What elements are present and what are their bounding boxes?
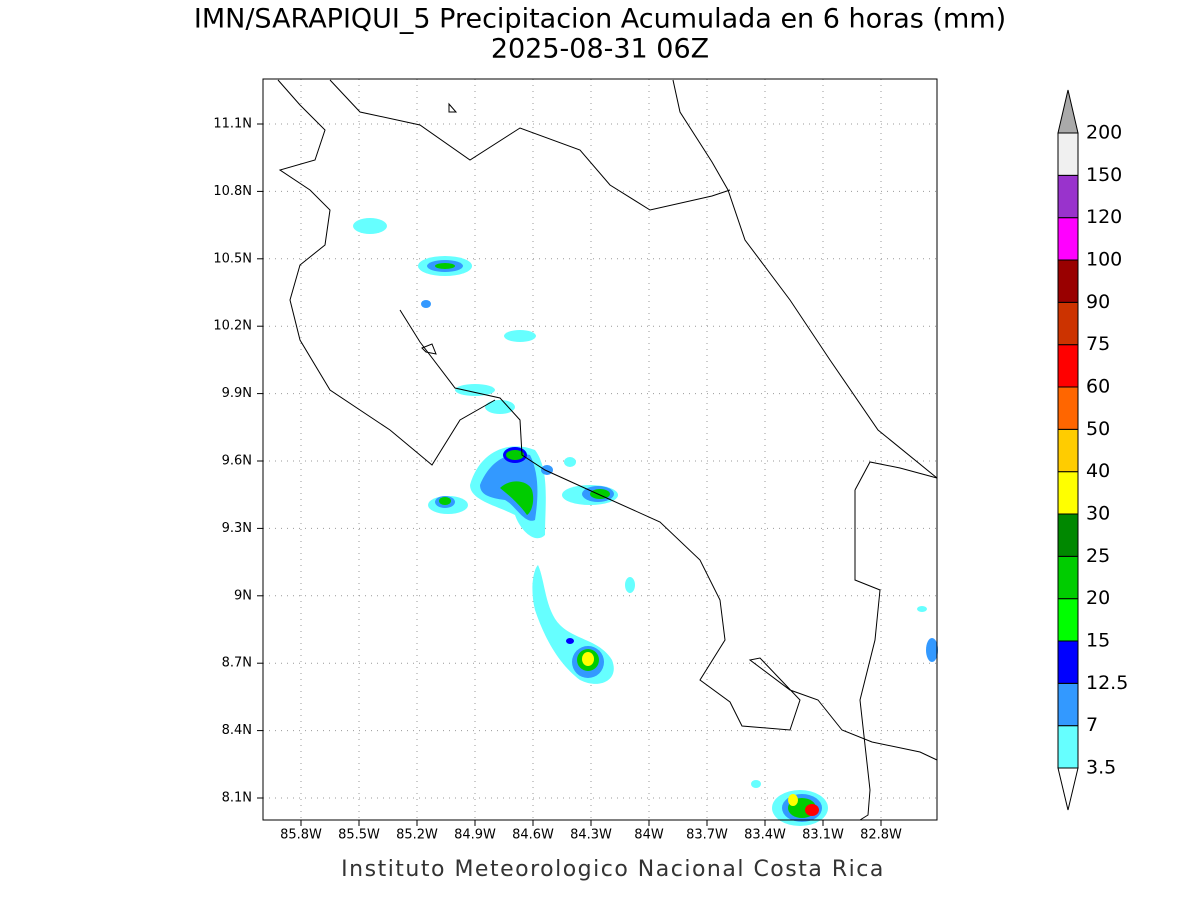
colorbar-label: 90 [1086, 291, 1110, 313]
colorbar-segment [1057, 513, 1079, 557]
colorbar-label: 20 [1086, 587, 1110, 609]
map-frame [262, 78, 938, 821]
y-tick-label: 8.4N [222, 723, 252, 738]
colorbar-bottom [1057, 767, 1079, 811]
x-tick-label: 85.2W [396, 828, 438, 843]
subtitle: 2025-08-31 06Z [491, 34, 709, 65]
colorbar-segment [1057, 386, 1079, 430]
colorbar-label: 150 [1086, 164, 1122, 186]
colorbar-label: 75 [1086, 333, 1110, 355]
colorbar-label: 50 [1086, 418, 1110, 440]
y-tick-label: 9N [234, 588, 252, 603]
colorbar-label: 25 [1086, 545, 1110, 567]
colorbar-label: 30 [1086, 503, 1110, 525]
x-tick-label: 83.7W [686, 828, 728, 843]
colorbar-segment [1057, 682, 1079, 727]
y-tick-label: 9.3N [222, 521, 252, 536]
colorbar-segment [1057, 132, 1079, 176]
x-tick-label: 85.5W [338, 828, 380, 843]
colorbar-segment [1057, 725, 1079, 769]
colorbar-label: 12.5 [1086, 672, 1128, 694]
x-tick-label: 84.6W [512, 828, 554, 843]
grid [263, 79, 937, 820]
colorbar-label: 7 [1086, 714, 1098, 736]
colorbar-label: 200 [1086, 122, 1122, 144]
colorbar-segment [1057, 555, 1079, 600]
x-tick-label: 85.8W [280, 828, 322, 843]
y-tick-label: 11.1N [213, 117, 252, 132]
title: IMN/SARAPIQUI_5 Precipitacion Acumulada … [194, 4, 1006, 35]
colorbar-label: 3.5 [1086, 757, 1116, 779]
x-tick-label: 82.8W [860, 828, 902, 843]
colorbar-label: 100 [1086, 249, 1122, 271]
y-tick-label: 8.7N [222, 656, 252, 671]
y-tick-label: 9.6N [222, 454, 252, 469]
colorbar-label: 15 [1086, 630, 1110, 652]
colorbar-segment [1057, 428, 1079, 473]
colorbar-segment [1057, 598, 1079, 642]
footer: Instituto Meteorologico Nacional Costa R… [341, 857, 885, 882]
colorbar-segment [1057, 344, 1079, 388]
colorbar-label: 40 [1086, 460, 1110, 482]
colorbar-segment [1057, 259, 1079, 303]
x-tick-label: 84.3W [570, 828, 612, 843]
colorbar-segment [1057, 174, 1079, 219]
x-tick-label: 84W [634, 828, 664, 843]
y-tick-label: 10.8N [213, 184, 252, 199]
y-tick-label: 8.1N [222, 791, 252, 806]
axes: 85.8W 85.5W 85.2W 84.9W 84.6W 84.3W 84W 83.7W 83… [213, 117, 902, 843]
colorbar: 3.5 7 12.5 15 20 25 30 40 50 60 75 90 100 120 150 200 [1057, 89, 1128, 811]
x-tick-label: 83.1W [802, 828, 844, 843]
colorbar-segment [1057, 640, 1079, 684]
colorbar-label: 120 [1086, 206, 1122, 228]
x-tick-label: 83.4W [744, 828, 786, 843]
colorbar-segment [1057, 471, 1079, 515]
x-tick-label: 84.9W [454, 828, 496, 843]
y-tick-label: 10.5N [213, 251, 252, 266]
precipitation [353, 218, 938, 826]
colorbar-segment [1057, 301, 1079, 346]
y-tick-label: 9.9N [222, 386, 252, 401]
colorbar-label: 60 [1086, 376, 1110, 398]
colorbar-segment [1057, 217, 1079, 261]
colorbar-top [1057, 89, 1079, 134]
y-tick-label: 10.2N [213, 319, 252, 334]
coastlines [277, 79, 938, 821]
